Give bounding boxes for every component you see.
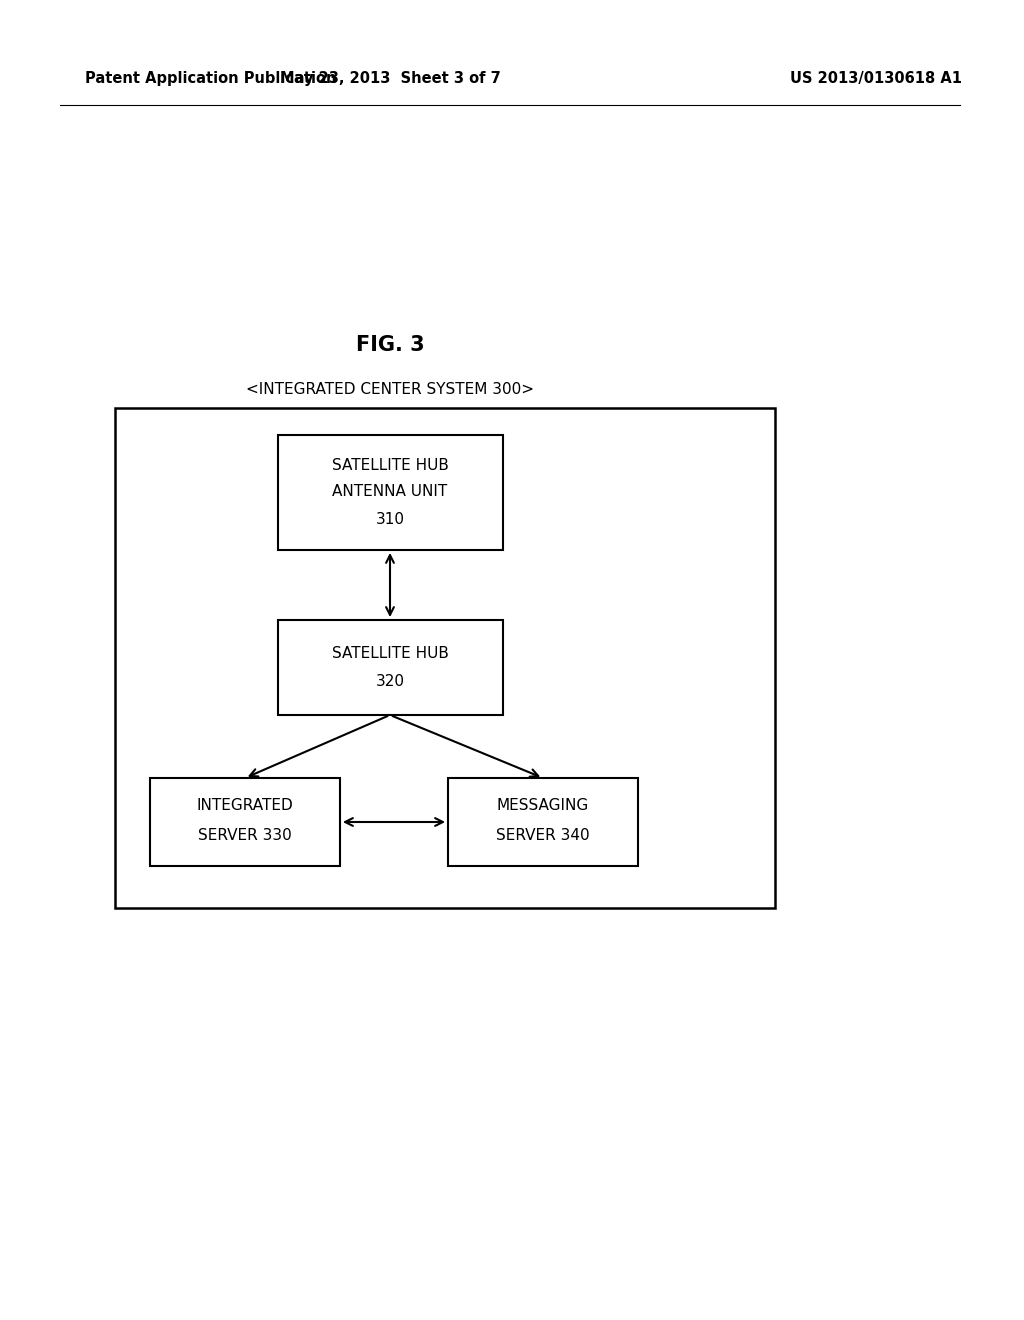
- Text: 310: 310: [376, 512, 404, 528]
- Text: ANTENNA UNIT: ANTENNA UNIT: [333, 484, 447, 499]
- Bar: [449, 777, 638, 866]
- Text: US 2013/0130618 A1: US 2013/0130618 A1: [790, 70, 962, 86]
- Text: May 23, 2013  Sheet 3 of 7: May 23, 2013 Sheet 3 of 7: [280, 70, 501, 86]
- Text: MESSAGING: MESSAGING: [497, 799, 589, 813]
- Text: 320: 320: [376, 675, 404, 689]
- Text: SERVER 340: SERVER 340: [497, 829, 590, 843]
- Text: INTEGRATED: INTEGRATED: [197, 799, 293, 813]
- Text: <INTEGRATED CENTER SYSTEM 300>: <INTEGRATED CENTER SYSTEM 300>: [246, 383, 534, 397]
- Bar: [278, 620, 503, 715]
- Text: FIG. 3: FIG. 3: [355, 335, 424, 355]
- Text: SATELLITE HUB: SATELLITE HUB: [332, 458, 449, 473]
- Bar: [150, 777, 340, 866]
- Text: Patent Application Publication: Patent Application Publication: [85, 70, 337, 86]
- Bar: [278, 436, 503, 550]
- Text: SATELLITE HUB: SATELLITE HUB: [332, 645, 449, 660]
- Text: SERVER 330: SERVER 330: [198, 829, 292, 843]
- Bar: [115, 408, 775, 908]
